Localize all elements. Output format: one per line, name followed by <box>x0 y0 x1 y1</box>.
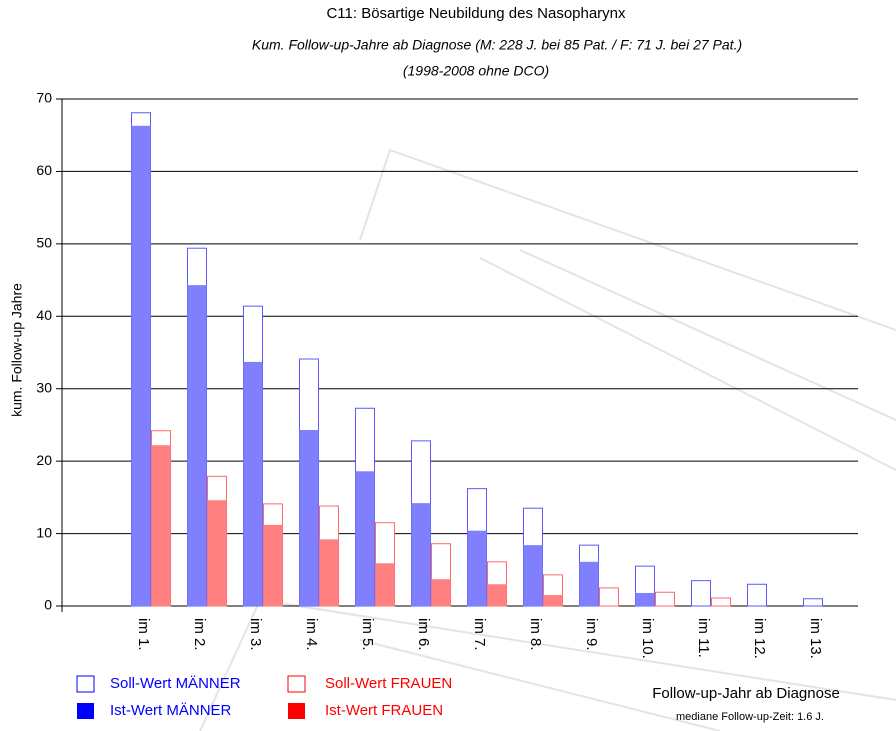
x-tick-label: im 13. <box>807 618 824 659</box>
bar-target <box>655 591 675 607</box>
legend-swatch <box>287 675 306 693</box>
legend-label: Ist-Wert FRAUEN <box>325 702 443 719</box>
bar-actual <box>131 125 151 606</box>
bar-actual <box>431 579 451 606</box>
legend-label: Ist-Wert MÄNNER <box>110 702 232 719</box>
bar-actual <box>467 530 487 606</box>
bar-actual <box>523 545 543 606</box>
bar-actual <box>299 429 319 606</box>
y-tick-label: 70 <box>36 90 52 106</box>
bar-target <box>803 598 823 607</box>
bar-target <box>691 580 711 607</box>
bar-actual <box>319 539 339 606</box>
bar-actual <box>375 563 395 606</box>
x-tick-label: im 6. <box>415 618 432 651</box>
bar-target <box>747 583 767 607</box>
chart-title: C11: Bösartige Neubildung des Nasopharyn… <box>326 5 626 22</box>
legend-swatch <box>288 703 305 719</box>
note: mediane Follow-up-Zeit: 1.6 J. <box>676 711 824 723</box>
bar-actual <box>187 285 207 606</box>
x-tick-label: im 12. <box>751 618 768 659</box>
y-tick-label: 50 <box>36 235 52 251</box>
legend-label: Soll-Wert MÄNNER <box>110 675 241 692</box>
bar-target <box>711 597 731 607</box>
x-tick-label: im 2. <box>191 618 208 651</box>
y-axis-label: kum. Follow-up Jahre <box>9 283 25 417</box>
x-tick-label: im 9. <box>583 618 600 651</box>
y-tick-label: 60 <box>36 162 52 178</box>
x-tick-label: im 3. <box>247 618 264 651</box>
x-tick-label: im 7. <box>471 618 488 651</box>
y-tick-label: 0 <box>44 597 52 613</box>
bar-actual <box>487 584 507 606</box>
bar-actual <box>263 524 283 606</box>
bar-actual <box>355 471 375 606</box>
bar-actual <box>635 592 655 606</box>
x-axis-label: Follow-up-Jahr ab Diagnose <box>652 685 840 702</box>
y-tick-label: 20 <box>36 452 52 468</box>
x-tick-label: im 1. <box>135 618 152 651</box>
bar-target <box>599 587 619 607</box>
x-tick-label: im 5. <box>359 618 376 651</box>
x-tick-label: im 10. <box>639 618 656 659</box>
bar-actual <box>543 595 563 606</box>
legend-label: Soll-Wert FRAUEN <box>325 675 452 692</box>
y-tick-label: 10 <box>36 524 52 540</box>
x-tick-label: im 11. <box>695 618 712 658</box>
y-tick-label: 40 <box>36 307 52 323</box>
x-tick-label: im 4. <box>303 618 320 651</box>
bar-actual <box>411 503 431 606</box>
legend-swatch <box>76 675 95 693</box>
chart-subtitle: (1998-2008 ohne DCO) <box>403 63 549 79</box>
bar-actual <box>243 361 263 606</box>
bar-actual <box>207 500 227 606</box>
legend-swatch <box>77 703 94 719</box>
y-tick-label: 30 <box>36 379 52 395</box>
x-tick-label: im 8. <box>527 618 544 651</box>
bar-actual <box>579 561 599 606</box>
chart-subtitle: Kum. Follow-up-Jahre ab Diagnose (M: 228… <box>252 37 742 53</box>
bar-actual <box>151 445 171 606</box>
